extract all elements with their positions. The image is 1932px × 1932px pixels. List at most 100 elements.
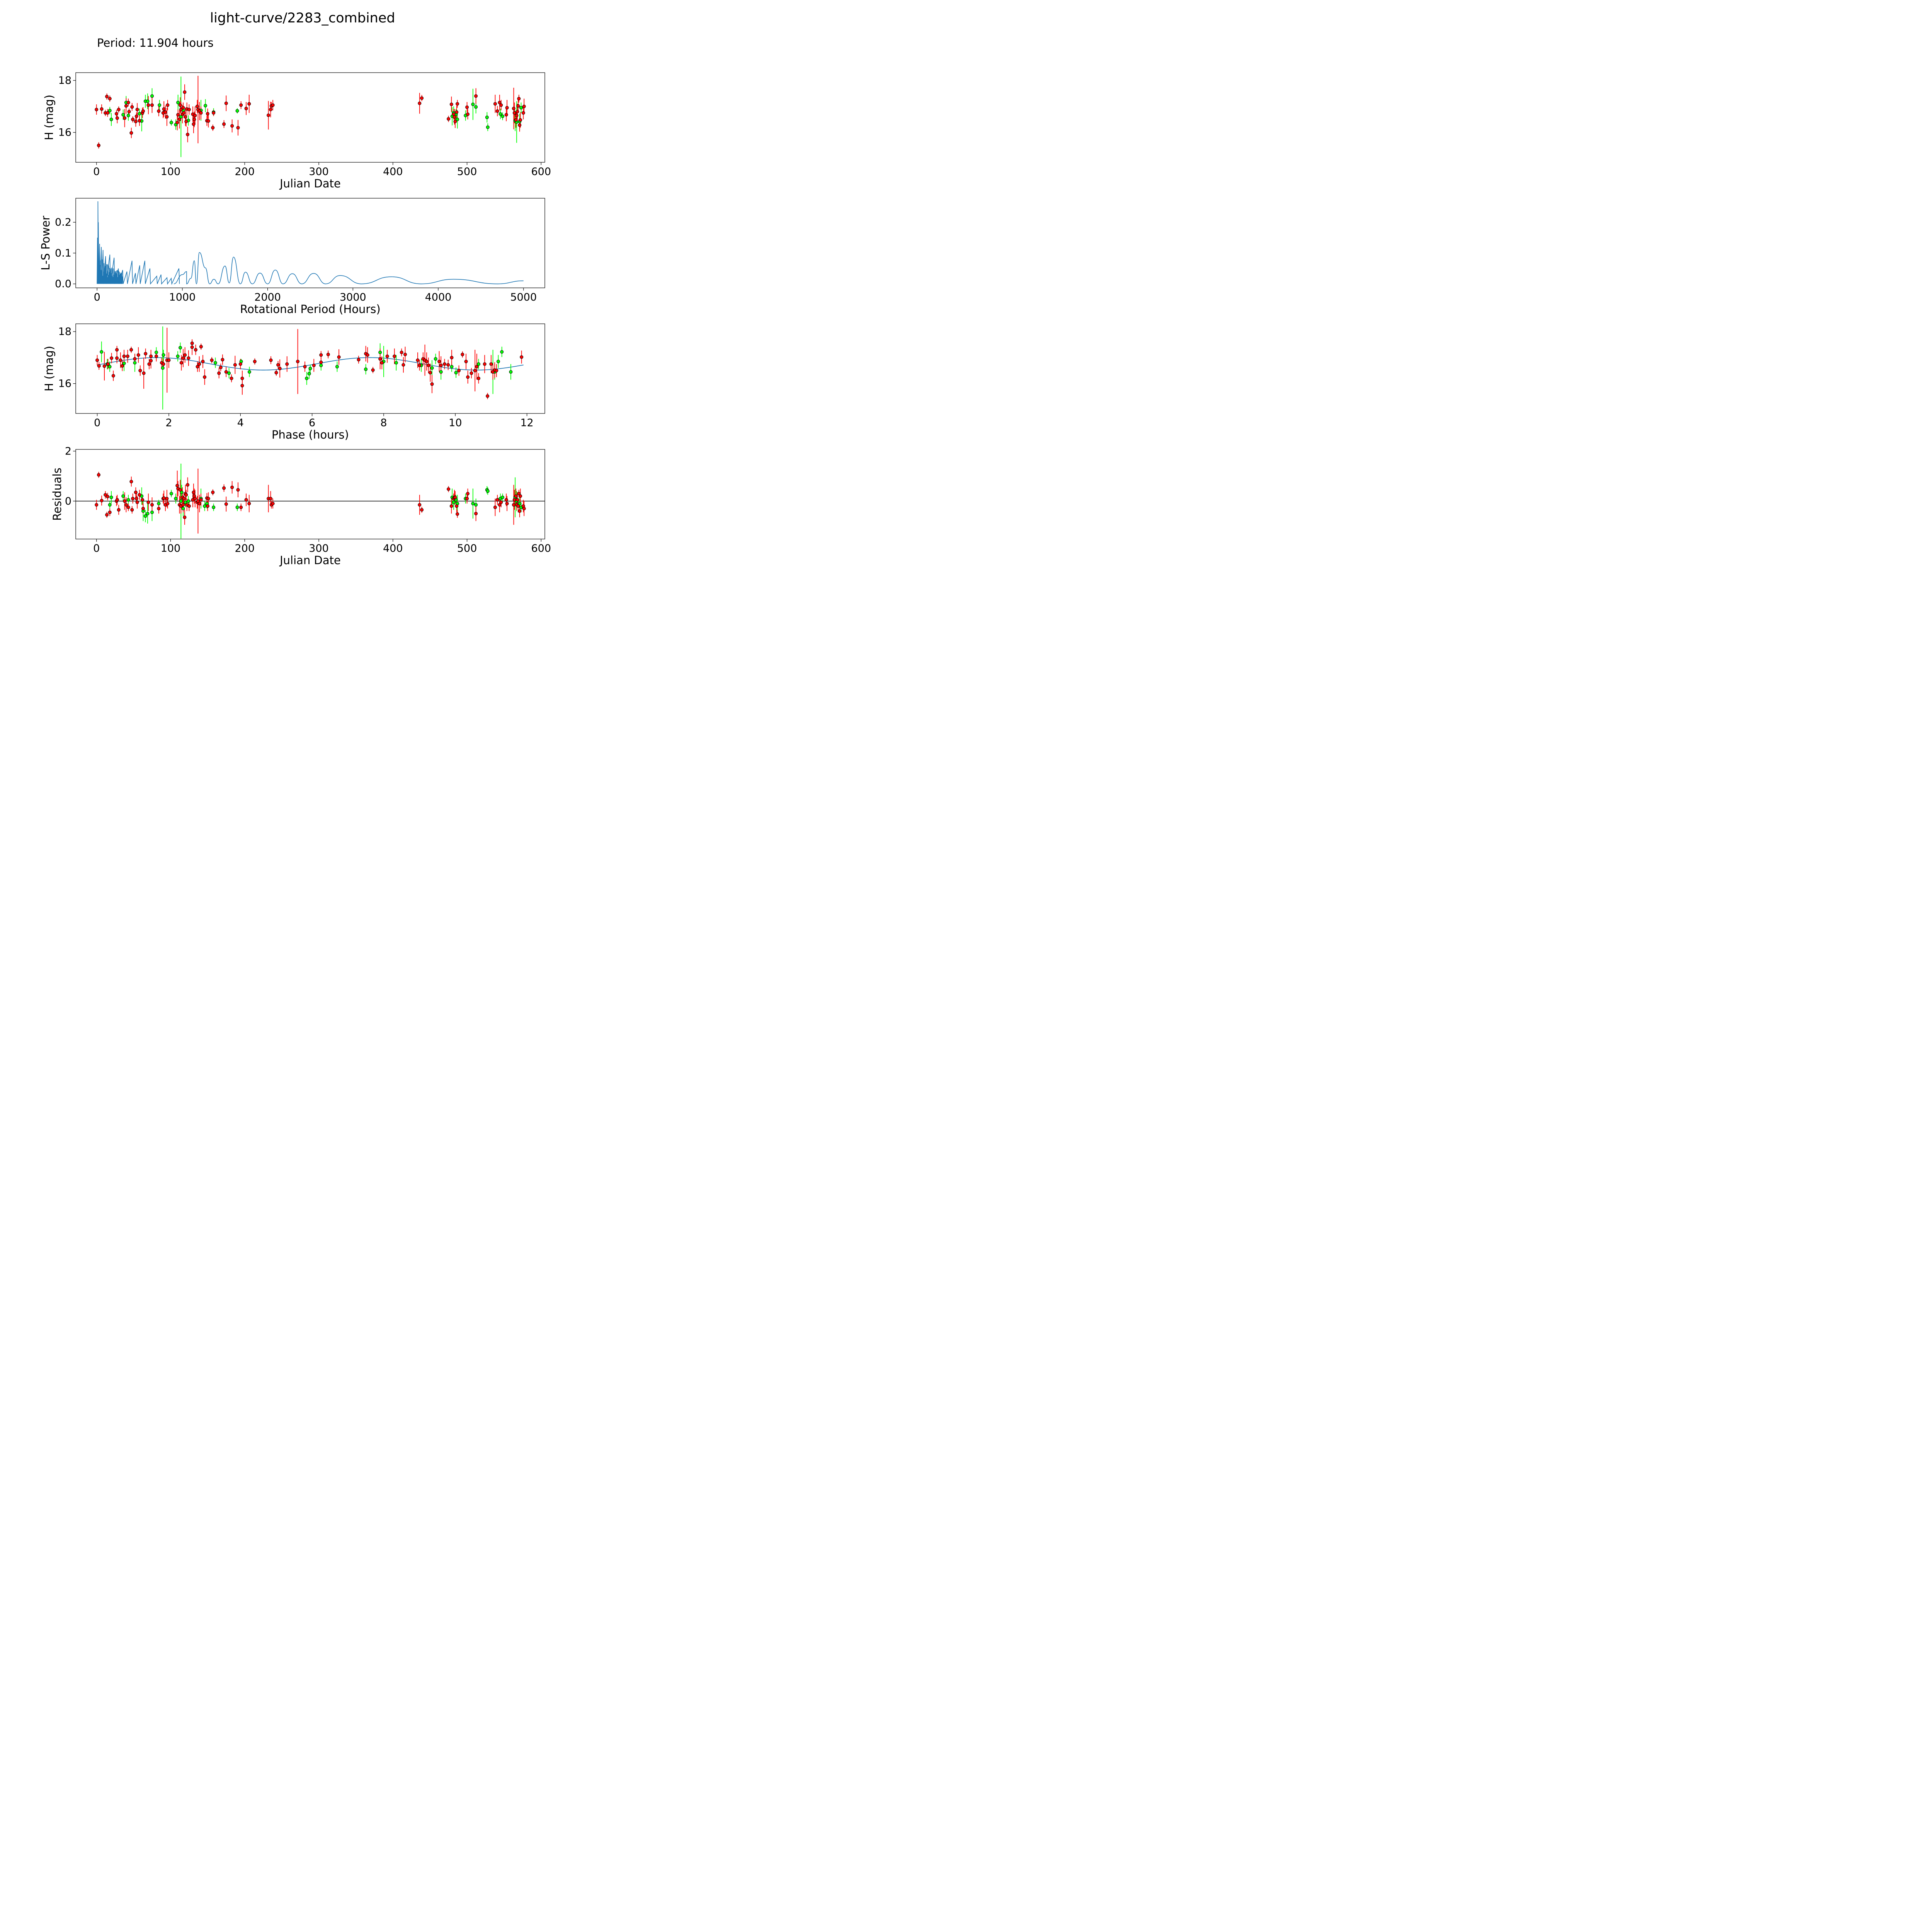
- data-point: [206, 504, 209, 508]
- data-point: [518, 502, 522, 505]
- data-point: [120, 364, 124, 368]
- data-point: [509, 370, 513, 374]
- data-point: [319, 361, 323, 364]
- x-tick-label: 2: [165, 417, 172, 429]
- data-point: [319, 353, 323, 357]
- data-point: [129, 131, 133, 135]
- data-point: [176, 100, 180, 104]
- data-point: [213, 361, 217, 365]
- data-point: [146, 99, 150, 103]
- data-point: [446, 363, 450, 367]
- data-point: [102, 364, 106, 368]
- axes-frame: [75, 323, 545, 414]
- data-point: [187, 504, 191, 508]
- x-tick-label: 1000: [169, 291, 196, 303]
- data-point: [133, 361, 137, 365]
- data-point: [199, 498, 203, 502]
- data-point: [121, 494, 125, 498]
- data-point: [319, 364, 323, 367]
- data-point: [493, 505, 497, 509]
- data-point: [233, 363, 237, 367]
- y-tick-label: 16: [58, 127, 71, 139]
- data-point: [105, 111, 109, 115]
- data-point: [504, 498, 508, 502]
- data-point: [500, 350, 504, 354]
- data-point: [514, 118, 518, 122]
- data-point: [465, 497, 469, 500]
- data-point: [179, 499, 183, 503]
- data-point: [499, 500, 503, 504]
- data-point: [437, 360, 441, 364]
- data-point: [439, 364, 443, 367]
- data-point: [235, 505, 239, 509]
- data-point: [471, 102, 475, 106]
- data-point: [183, 353, 187, 357]
- data-point: [443, 362, 447, 366]
- x-tick-label: 2000: [254, 291, 281, 303]
- data-point: [162, 496, 166, 500]
- data-point: [416, 358, 420, 362]
- data-point: [305, 376, 309, 380]
- x-tick-label: 200: [235, 543, 255, 554]
- x-tick-label: 8: [380, 417, 387, 429]
- data-point: [516, 104, 520, 108]
- data-point: [447, 117, 451, 121]
- y-tick-label: 2: [65, 446, 71, 457]
- x-tick-label: 0: [94, 291, 100, 303]
- data-point: [378, 350, 382, 354]
- data-point: [138, 369, 142, 372]
- data-point: [269, 497, 272, 500]
- data-point: [439, 370, 443, 374]
- data-point: [115, 348, 119, 352]
- data-point: [335, 365, 339, 369]
- data-point: [183, 90, 187, 94]
- data-point: [469, 371, 473, 375]
- data-point: [240, 384, 244, 388]
- data-point: [420, 508, 424, 512]
- data-point: [193, 497, 197, 500]
- data-point: [122, 361, 126, 365]
- data-point: [184, 500, 187, 504]
- data-point: [203, 504, 207, 508]
- data-point: [166, 502, 170, 505]
- data-point: [180, 490, 184, 494]
- y-axis-label: Residuals: [51, 468, 64, 521]
- x-tick-label: 4: [237, 417, 244, 429]
- periodogram-forest: [97, 201, 180, 285]
- data-point: [401, 363, 405, 367]
- data-point: [236, 488, 240, 492]
- data-point: [182, 111, 186, 115]
- data-point: [428, 371, 432, 374]
- data-point: [150, 103, 154, 107]
- data-point: [181, 507, 185, 510]
- figure: light-curve/2283_combined Period: 11.904…: [0, 0, 597, 597]
- data-point: [97, 473, 100, 477]
- data-point: [418, 101, 422, 105]
- data-point: [516, 504, 520, 508]
- data-point: [312, 364, 316, 367]
- x-tick-label: 600: [531, 543, 551, 554]
- data-point: [179, 346, 182, 350]
- y-tick-label: 18: [58, 75, 71, 87]
- data-point: [456, 102, 459, 106]
- x-tick-label: 10: [449, 417, 462, 429]
- data-point: [179, 115, 183, 119]
- data-point: [240, 376, 244, 380]
- data-point: [517, 97, 521, 100]
- data-point: [501, 114, 505, 118]
- data-point: [247, 502, 251, 505]
- data-point: [196, 499, 200, 503]
- data-point: [274, 371, 278, 374]
- data-point: [418, 503, 422, 507]
- data-point: [307, 372, 311, 376]
- data-point: [183, 515, 187, 519]
- data-point: [455, 504, 459, 508]
- data-point: [150, 510, 154, 514]
- data-point: [167, 358, 171, 362]
- data-point: [203, 375, 207, 379]
- data-point: [447, 487, 451, 491]
- data-point: [105, 495, 109, 498]
- data-point: [515, 498, 519, 502]
- x-tick-label: 400: [383, 166, 403, 178]
- data-point: [486, 394, 490, 398]
